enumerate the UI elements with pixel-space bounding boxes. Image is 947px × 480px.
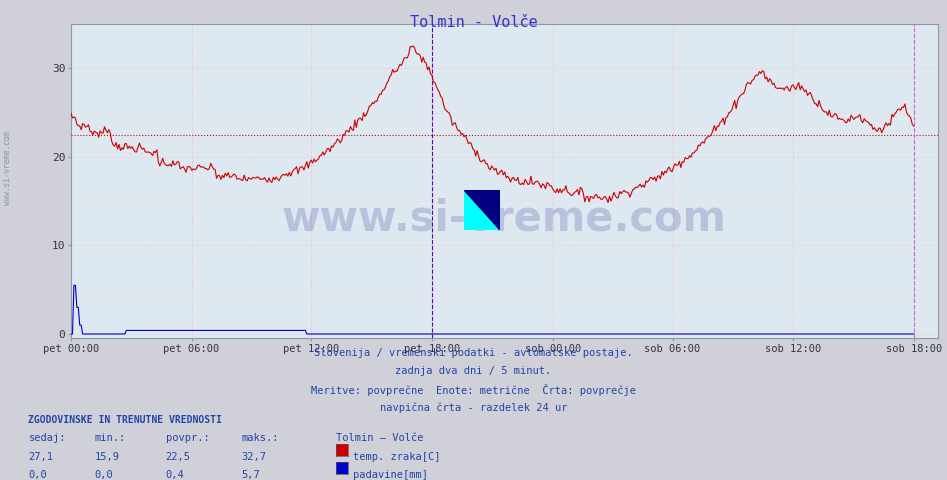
Text: sedaj:: sedaj: [28, 433, 66, 444]
Text: Tolmin – Volče: Tolmin – Volče [336, 433, 423, 444]
Text: Meritve: povprečne  Enote: metrične  Črta: povprečje: Meritve: povprečne Enote: metrične Črta:… [311, 384, 636, 396]
Text: www.si-vreme.com: www.si-vreme.com [3, 131, 12, 205]
Text: zadnja dva dni / 5 minut.: zadnja dva dni / 5 minut. [396, 366, 551, 376]
Text: Slovenija / vremenski podatki - avtomatske postaje.: Slovenija / vremenski podatki - avtomats… [314, 348, 633, 358]
Bar [464, 190, 482, 210]
Text: Tolmin - Volče: Tolmin - Volče [410, 15, 537, 30]
Text: ZGODOVINSKE IN TRENUTNE VREDNOSTI: ZGODOVINSKE IN TRENUTNE VREDNOSTI [28, 415, 223, 425]
Text: maks.:: maks.: [241, 433, 279, 444]
Polygon shape [464, 190, 500, 230]
Text: www.si-vreme.com: www.si-vreme.com [282, 198, 726, 240]
Text: padavine[mm]: padavine[mm] [353, 470, 428, 480]
Text: 5,7: 5,7 [241, 470, 260, 480]
Text: 22,5: 22,5 [166, 452, 190, 462]
Text: 0,0: 0,0 [95, 470, 114, 480]
Text: 15,9: 15,9 [95, 452, 119, 462]
Text: min.:: min.: [95, 433, 126, 444]
Text: 0,4: 0,4 [166, 470, 185, 480]
Text: povpr.:: povpr.: [166, 433, 209, 444]
Text: temp. zraka[C]: temp. zraka[C] [353, 452, 440, 462]
Text: 0,0: 0,0 [28, 470, 47, 480]
Text: navpična črta - razdelek 24 ur: navpična črta - razdelek 24 ur [380, 403, 567, 413]
Text: 32,7: 32,7 [241, 452, 266, 462]
Polygon shape [464, 190, 500, 230]
Text: 27,1: 27,1 [28, 452, 53, 462]
